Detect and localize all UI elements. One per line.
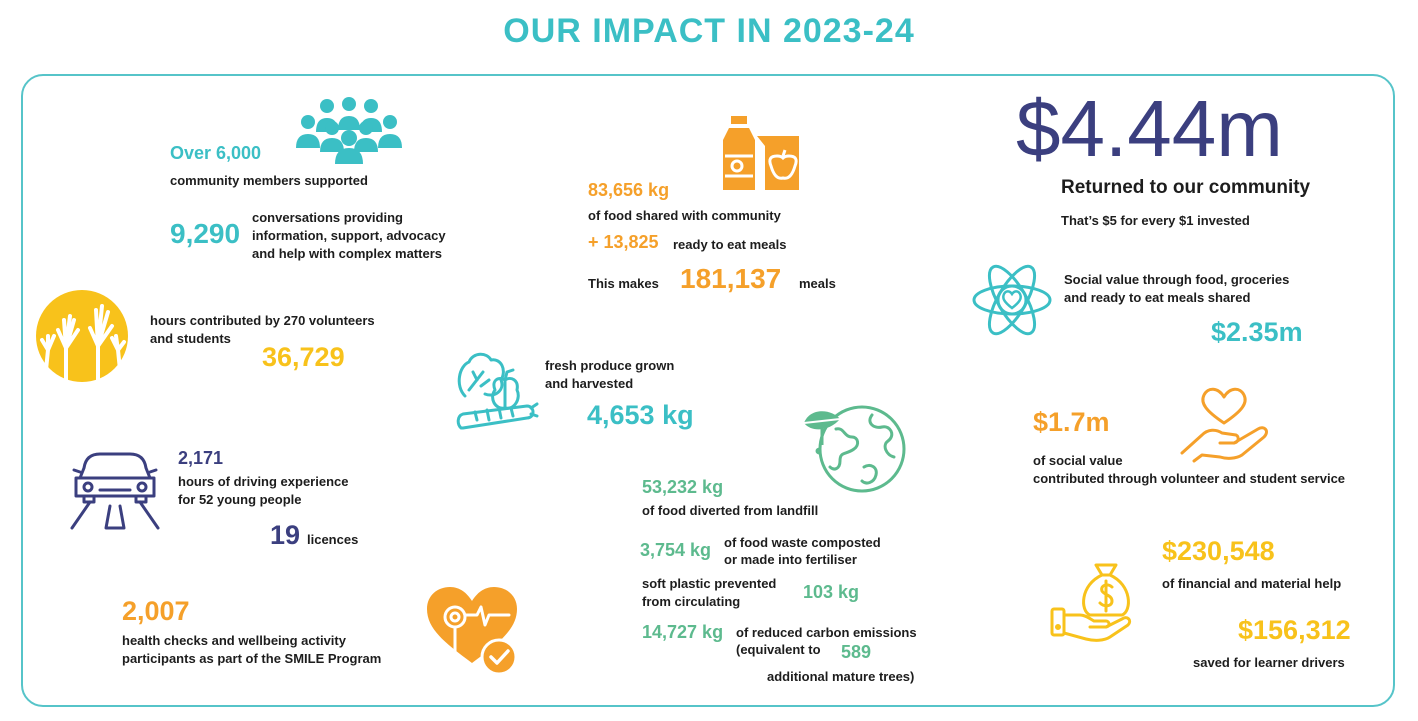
page-title: OUR IMPACT IN 2023-24 (503, 12, 915, 50)
carbon-label-2: (equivalent to (736, 642, 821, 657)
volunteers-label-2: and students (150, 331, 231, 346)
financial-label: of financial and material help (1162, 576, 1342, 591)
social-volunteer-label-1: of social value (1033, 453, 1123, 468)
returned-sub: That’s $5 for every $1 invested (1061, 213, 1250, 228)
produce-label-1: fresh produce grown (545, 358, 675, 373)
vegetables-icon (456, 352, 539, 430)
earth-leaf-icon (803, 405, 906, 493)
compost-label-1: of food waste composted (724, 535, 881, 550)
health-label-1: health checks and wellbeing activity (122, 633, 346, 648)
produce-value: 4,653 kg (587, 400, 694, 430)
landfill-value: 53,232 kg (642, 477, 724, 497)
driving-label-2: for 52 young people (178, 492, 302, 507)
learner-value: $156,312 (1238, 615, 1351, 645)
conversations-label-3: and help with complex matters (252, 246, 442, 261)
social-volunteer-label-2: contributed through volunteer and studen… (1033, 471, 1346, 486)
volunteers-value: 36,729 (262, 342, 345, 372)
carbon-label-1: of reduced carbon emissions (736, 625, 917, 640)
car-road-icon (70, 452, 160, 530)
compost-label-2: or made into fertiliser (724, 552, 857, 567)
food-label: of food shared with community (588, 208, 781, 223)
produce-label-2: and harvested (545, 376, 634, 391)
food-groceries-icon (723, 116, 799, 190)
returned-value: $4.44m (1016, 84, 1283, 173)
compost-value: 3,754 kg (640, 540, 712, 560)
hand-heart-icon (1180, 387, 1268, 463)
social-food-value: $2.35m (1211, 317, 1303, 347)
plastic-label-1: soft plastic prevented (642, 576, 777, 591)
social-food-label-1: Social value through food, groceries (1064, 272, 1290, 287)
returned-label: Returned to our community (1061, 177, 1311, 198)
conversations-label-2: information, support, advocacy (252, 228, 446, 243)
landfill-label: of food diverted from landfill (642, 503, 819, 518)
conversations-label-1: conversations providing (252, 210, 403, 225)
meals-label: ready to eat meals (673, 237, 787, 252)
makes-label: This makes (588, 276, 659, 291)
conversations-value: 9,290 (170, 218, 241, 249)
people-group-icon (296, 97, 402, 164)
driving-value: 2,171 (178, 448, 224, 468)
atom-heart-icon (972, 264, 1052, 336)
social-food-label-2: and ready to eat meals shared (1064, 290, 1251, 305)
carbon-value: 14,727 kg (642, 622, 724, 642)
driving-label-1: hours of driving experience (178, 474, 349, 489)
plastic-label-2: from circulating (642, 594, 741, 609)
volunteers-label-1: hours contributed by 270 volunteers (150, 313, 375, 328)
licences-label: licences (307, 532, 359, 547)
health-value: 2,007 (122, 596, 190, 626)
total-meals-label: meals (799, 276, 836, 291)
food-value: 83,656 kg (588, 180, 670, 200)
money-bag-hand-icon (1050, 563, 1132, 642)
social-volunteer-value: $1.7m (1033, 407, 1110, 437)
community-value: Over 6,000 (170, 143, 262, 163)
learner-label: saved for learner drivers (1193, 655, 1345, 670)
community-label: community members supported (170, 173, 368, 188)
trees-value: 589 (841, 642, 872, 662)
impact-panel (21, 74, 1395, 707)
carbon-label-3: additional mature trees) (767, 669, 915, 684)
total-meals-value: 181,137 (680, 263, 782, 294)
raised-hands-icon (36, 290, 128, 384)
health-label-2: participants as part of the SMILE Progra… (122, 651, 382, 666)
plastic-value: 103 kg (803, 582, 860, 602)
licences-value: 19 (270, 520, 301, 550)
heart-health-icon (427, 587, 518, 677)
financial-value: $230,548 (1162, 536, 1275, 566)
meals-value: + 13,825 (588, 232, 659, 252)
